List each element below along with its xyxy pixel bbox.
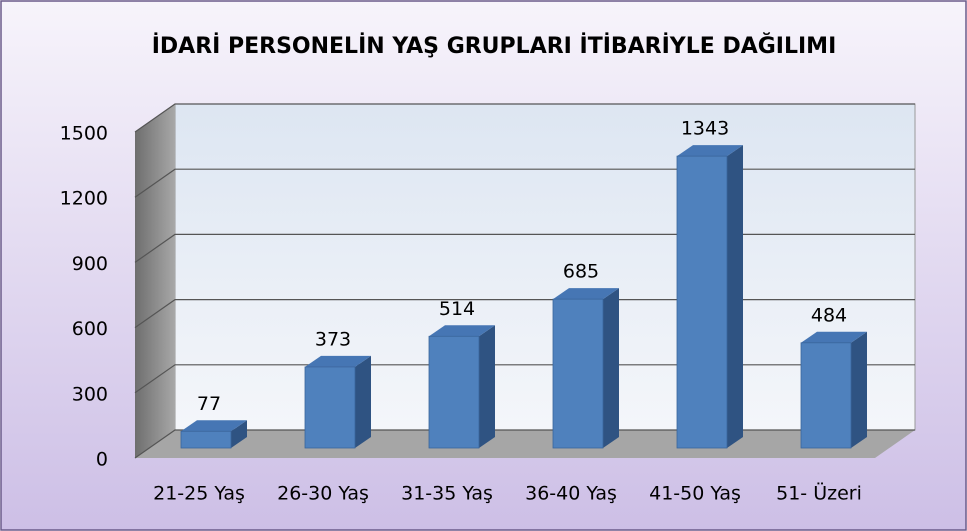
y-tick-label: 900: [72, 253, 108, 275]
bar-side: [851, 331, 867, 448]
grid-line: [134, 233, 915, 263]
bar-top: [429, 325, 495, 337]
x-tick-label: 36-40 Yaş: [525, 483, 617, 505]
x-tick-label: 31-35 Yaş: [401, 483, 493, 505]
value-label: 685: [563, 261, 599, 283]
bar: [676, 155, 728, 449]
bar-top: [305, 355, 371, 367]
bar-side: [603, 288, 619, 448]
bar-side: [727, 145, 743, 448]
bar-top: [677, 145, 743, 157]
value-label: 484: [811, 304, 847, 326]
bar-top: [801, 331, 867, 343]
value-label: 373: [315, 328, 351, 350]
x-tick-label: 51- Üzeri: [776, 482, 862, 505]
grid-line: [134, 364, 915, 394]
value-label: 77: [197, 393, 221, 415]
y-tick-label: 600: [72, 318, 108, 340]
x-tick-label: 41-50 Yaş: [649, 483, 741, 505]
bar: [552, 298, 604, 449]
bar-side: [479, 325, 495, 448]
x-tick-label: 21-25 Yaş: [153, 483, 245, 505]
chart-title: İDARİ PERSONELİN YAŞ GRUPLARI İTİBARİYLE…: [152, 33, 837, 59]
value-label: 514: [439, 298, 475, 320]
bar-top: [553, 288, 619, 300]
bar: [428, 335, 480, 449]
bar: [800, 342, 852, 449]
grid-line: [134, 299, 915, 329]
y-tick-label: 300: [72, 383, 108, 405]
value-label: 1343: [681, 118, 729, 140]
bar: [304, 366, 356, 449]
bar-side: [231, 420, 247, 448]
bar: [180, 430, 232, 449]
bar-side: [355, 355, 371, 448]
grid-line: [134, 429, 915, 459]
y-tick-label: 0: [96, 449, 108, 471]
floor: [135, 430, 915, 458]
bar-top: [181, 420, 247, 432]
y-tick-label: 1500: [60, 123, 108, 145]
side-wall: [135, 104, 175, 458]
x-tick-label: 26-30 Yaş: [277, 483, 369, 505]
grid-line: [134, 168, 915, 198]
grid-line: [134, 103, 915, 133]
y-tick-label: 1200: [60, 188, 108, 210]
